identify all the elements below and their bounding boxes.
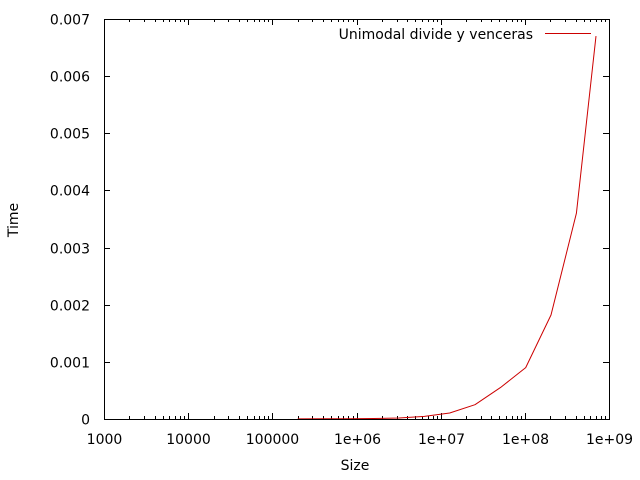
- y-tick-label: 0.007: [50, 13, 90, 29]
- plot-frame: [104, 19, 610, 420]
- x-tick-label: 1e+07: [418, 432, 465, 448]
- series-line: [297, 36, 597, 420]
- x-tick-label: 1e+08: [502, 432, 549, 448]
- y-tick-label: 0.002: [50, 299, 90, 315]
- x-tick-label: 1e+06: [334, 432, 381, 448]
- y-tick-label: 0.001: [50, 356, 90, 372]
- x-axis-label: Size: [341, 458, 370, 474]
- y-axis-ticks: 0 0.001 0.002 0.003 0.004 0.005 0.006 0.007: [50, 13, 609, 429]
- legend-entry-label: Unimodal divide y venceras: [339, 27, 533, 43]
- y-tick-label: 0: [81, 413, 90, 429]
- y-tick-label: 0.005: [50, 127, 90, 143]
- y-tick-label: 0.004: [50, 184, 90, 200]
- x-axis-ticks: 1000 10000 100000 1e+06 1e+07 1e+08 1e+09: [87, 19, 633, 448]
- legend: Unimodal divide y venceras: [339, 27, 591, 43]
- y-tick-label: 0.003: [50, 242, 90, 258]
- x-tick-label: 10000: [166, 432, 211, 448]
- y-tick-label: 0.006: [50, 70, 90, 86]
- series-layer: [297, 36, 597, 420]
- x-tick-label: 1e+09: [586, 432, 633, 448]
- y-axis-label: Time: [6, 203, 22, 238]
- x-tick-label: 100000: [246, 432, 299, 448]
- x-tick-label: 1000: [87, 432, 123, 448]
